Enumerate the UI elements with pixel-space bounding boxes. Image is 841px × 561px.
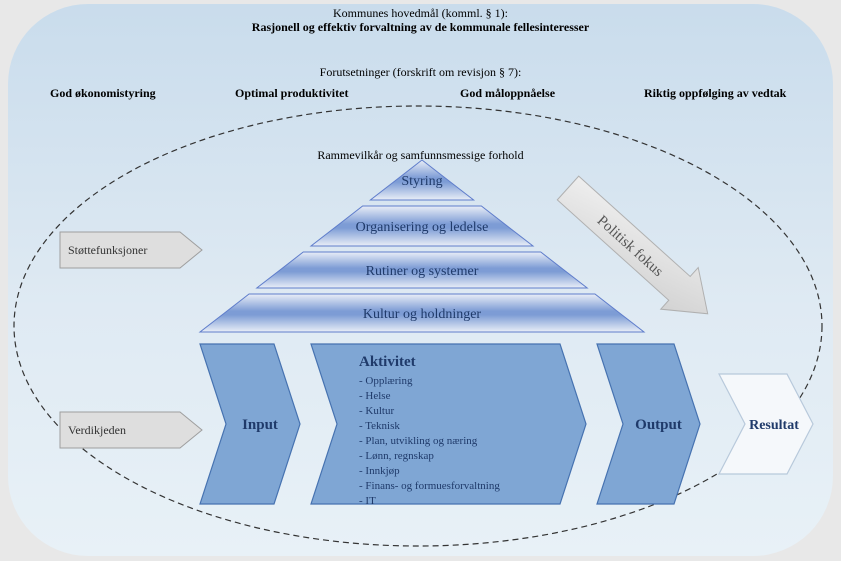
resultat-label: Resultat [749, 418, 799, 433]
pyramid-label-2: Rutiner og systemer [366, 264, 479, 279]
stotte-arrow-label: Støttefunksjoner [68, 243, 147, 257]
pyramid-label-0: Styring [401, 174, 442, 189]
diagram-svg: God økonomistyring Optimal produktivitet G… [0, 0, 841, 561]
aktivitet-title: Aktivitet [359, 354, 416, 370]
assumption-3: Riktig oppfølging av vedtak [644, 86, 787, 100]
aktivitet-item-5: - Lønn, regnskap [359, 450, 434, 462]
assumption-1: Optimal produktivitet [235, 86, 348, 100]
aktivitet-item-1: - Helse [359, 390, 391, 402]
aktivitet-item-0: - Opplæring [359, 375, 413, 387]
input-label: Input [242, 417, 278, 433]
assumption-2: God måloppnåelse [460, 86, 556, 100]
aktivitet-item-3: - Teknisk [359, 420, 400, 432]
pyramid-label-3: Kultur og holdninger [363, 307, 482, 322]
aktivitet-item-8: - IT [359, 495, 376, 507]
output-label: Output [635, 417, 682, 433]
verdi-arrow-label: Verdikjeden [68, 423, 126, 437]
aktivitet-item-2: - Kultur [359, 405, 394, 417]
assumption-0: God økonomistyring [50, 86, 156, 100]
aktivitet-item-4: - Plan, utvikling og næring [359, 435, 478, 447]
aktivitet-item-6: - Innkjøp [359, 465, 400, 477]
pyramid-label-1: Organisering og ledelse [356, 220, 489, 235]
aktivitet-item-7: - Finans- og formuesforvaltning [359, 480, 500, 492]
